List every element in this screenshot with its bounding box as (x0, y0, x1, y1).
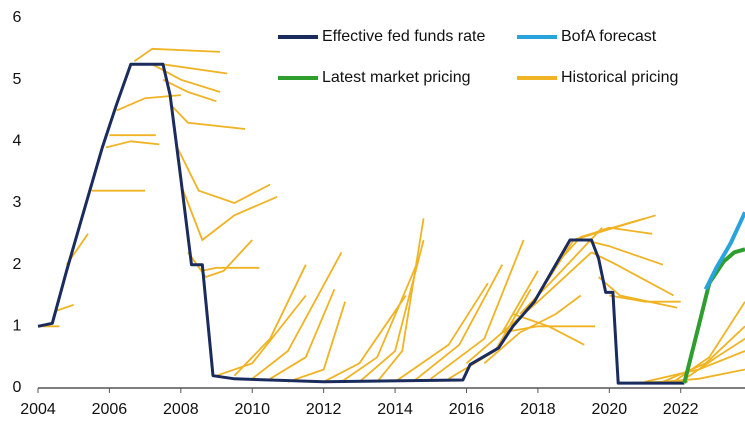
x-tick-label: 2008 (163, 401, 199, 418)
historical-curve (502, 325, 595, 334)
legend-label: Latest market pricing (322, 69, 471, 86)
historical-curve (340, 264, 418, 383)
x-tick-label: 2010 (234, 401, 270, 418)
historical-curve (662, 368, 745, 383)
historical-curve (662, 325, 745, 383)
y-tick-label: 4 (13, 133, 22, 150)
historical-curve (179, 184, 278, 242)
x-tick-label: 2016 (449, 401, 485, 418)
historical-curve (269, 288, 336, 380)
historical-curve (202, 266, 260, 272)
legend-label: Historical pricing (561, 69, 678, 86)
historical-curve (512, 313, 585, 346)
historical-curve (680, 337, 745, 383)
x-tick-label: 2012 (306, 401, 342, 418)
historical-curve (105, 140, 160, 149)
historical-curve (376, 218, 425, 383)
historical-curve (162, 78, 217, 103)
historical-curve (591, 251, 675, 297)
historical-curve (465, 270, 539, 364)
historical-curve (598, 276, 678, 309)
historical-curve (323, 294, 407, 383)
y-tick-label: 5 (13, 71, 22, 88)
historical-curve (169, 103, 246, 130)
historical-curve (412, 264, 503, 383)
historical-curve (573, 226, 653, 241)
historical-curve (430, 239, 525, 380)
historical-curve (394, 282, 489, 383)
x-tick-label: 2020 (592, 401, 628, 418)
historical-curve (609, 294, 681, 303)
historical-curve (519, 227, 603, 315)
x-tick-label: 2022 (663, 401, 699, 418)
x-tick-label: 2014 (377, 401, 413, 418)
historical-curve (55, 303, 74, 312)
historical-curve (216, 294, 307, 377)
x-tick-label: 2018 (520, 401, 556, 418)
historical-curve (233, 264, 307, 377)
y-tick-label: 0 (13, 379, 22, 396)
y-tick-label: 2 (13, 256, 22, 273)
historical-curve (187, 239, 253, 279)
x-tick-label: 2006 (92, 401, 128, 418)
y-tick-label: 6 (13, 9, 22, 26)
historical-curve (176, 147, 271, 204)
historical-curve (151, 63, 221, 93)
historical-curve (287, 301, 346, 383)
series-line (682, 247, 745, 384)
historical-curve (358, 239, 425, 383)
x-tick-label: 2004 (20, 401, 56, 418)
historical-curve (673, 301, 745, 383)
plot-area (37, 47, 745, 385)
historical-curve (133, 47, 221, 62)
historical-curve (251, 251, 343, 380)
series-line (37, 62, 685, 385)
historical-curve (501, 251, 593, 334)
y-tick-label: 3 (13, 194, 22, 211)
legend-label: BofA forecast (561, 28, 657, 45)
series-line (703, 211, 745, 291)
y-tick-label: 1 (13, 318, 22, 335)
legend-label: Effective fed funds rate (322, 28, 485, 45)
